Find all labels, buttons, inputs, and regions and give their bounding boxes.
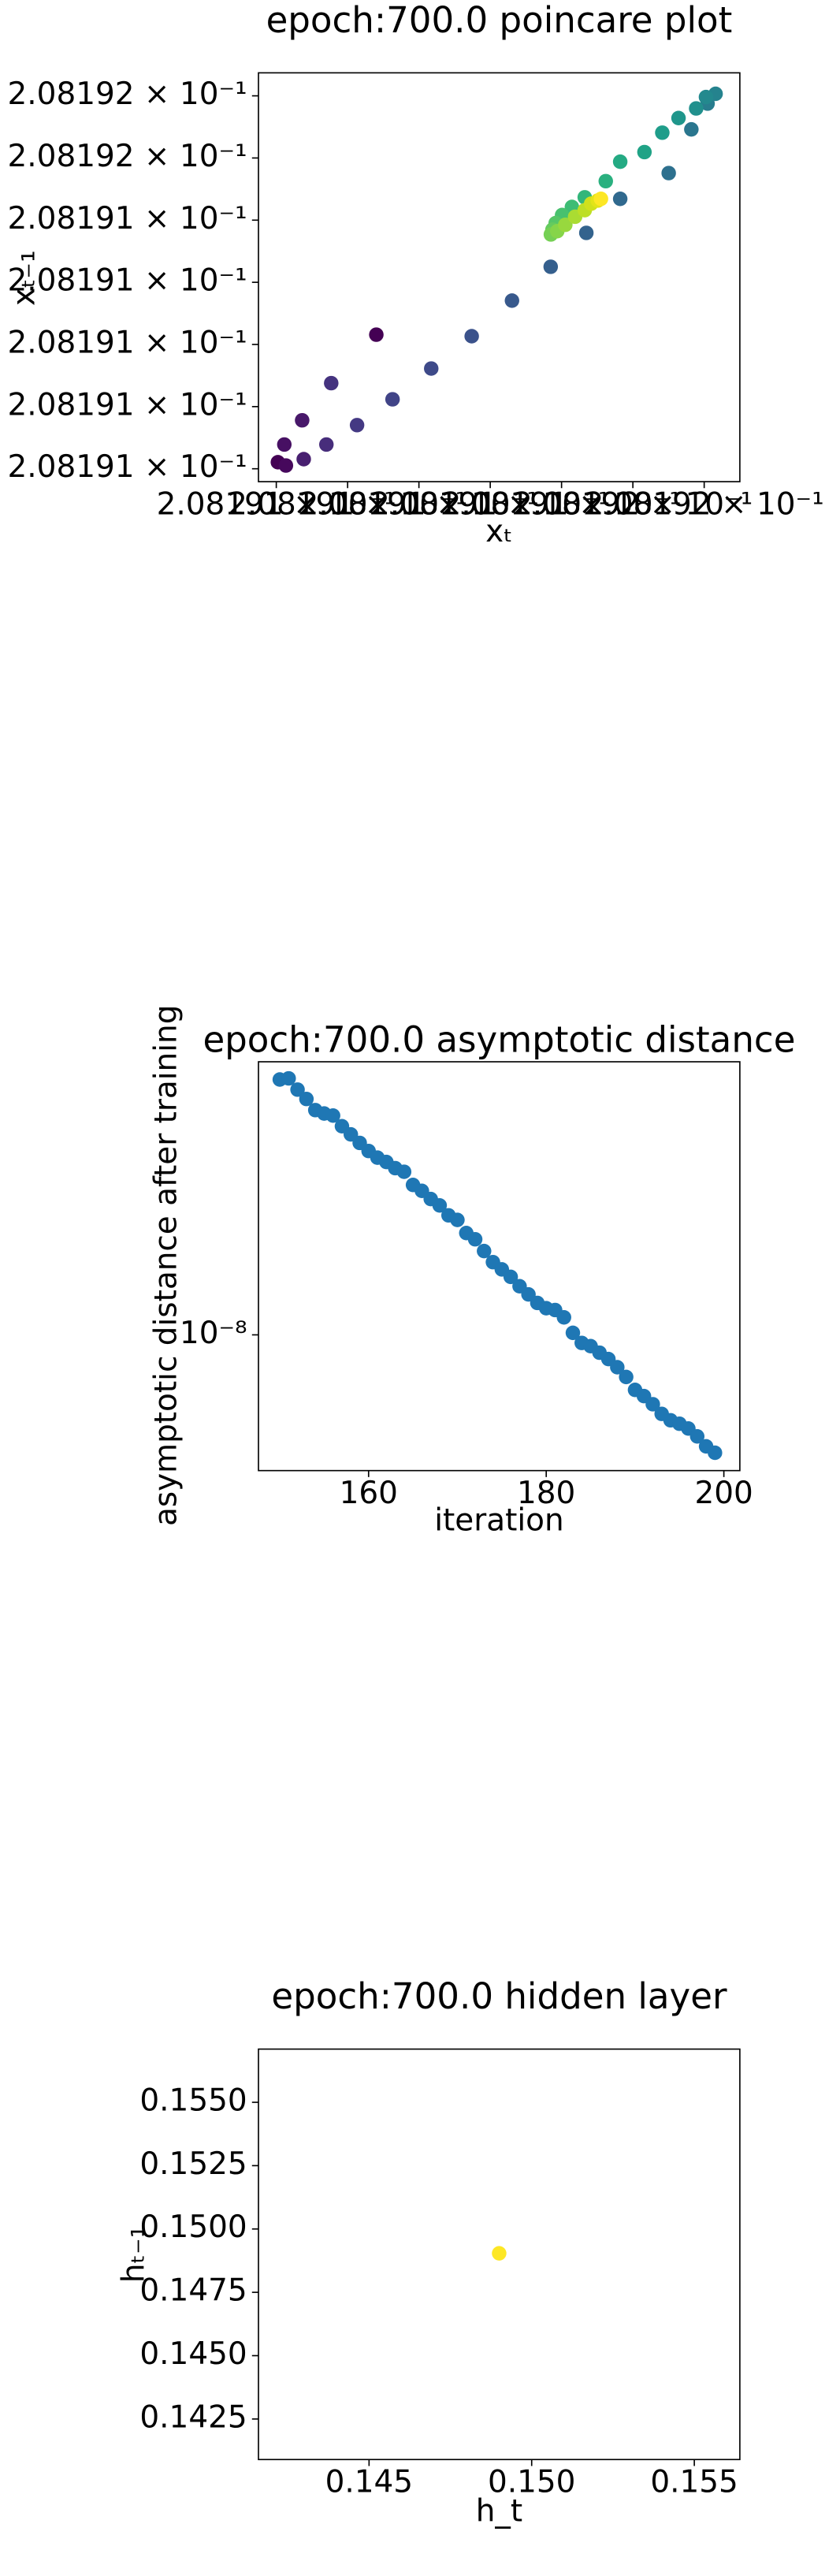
y-tick-label: 2.08192 × 10⁻¹ xyxy=(8,139,247,174)
point xyxy=(612,192,628,207)
point xyxy=(645,1397,660,1412)
point xyxy=(424,361,439,376)
x-tick-label: 2.08192 × 10⁻¹ xyxy=(513,486,753,522)
x-tick-label: 2.08191 × 10⁻¹ xyxy=(157,486,396,522)
point xyxy=(290,1082,305,1097)
x-tick-label: 180 xyxy=(517,1476,575,1511)
point xyxy=(396,1164,412,1179)
point xyxy=(503,1269,518,1285)
point xyxy=(698,89,714,105)
point xyxy=(281,1070,296,1086)
point xyxy=(477,1243,492,1259)
point xyxy=(467,1231,483,1247)
point xyxy=(689,1429,705,1444)
point xyxy=(349,418,365,433)
plot-frame xyxy=(258,2048,741,2461)
y-tick-label: 2.08191 × 10⁻¹ xyxy=(8,449,247,485)
y-axis-label: asymptotic distance after training xyxy=(149,1005,184,1527)
point xyxy=(450,1212,465,1227)
plot-frame xyxy=(258,72,741,482)
y-tick-label: 0.1475 xyxy=(139,2273,247,2309)
point xyxy=(278,458,294,473)
x-tick-label: 200 xyxy=(694,1476,753,1511)
y-tick-label: 2.08191 × 10⁻¹ xyxy=(8,325,247,360)
plot-frame xyxy=(258,1061,741,1472)
point xyxy=(684,121,699,137)
x-axis-label: iteration xyxy=(434,1503,564,1539)
chart-title: epoch:700.0 asymptotic distance xyxy=(203,1018,795,1060)
point xyxy=(598,173,613,189)
y-tick-label: 0.1525 xyxy=(139,2146,247,2182)
x-axis-label: h_t xyxy=(476,2493,522,2529)
point xyxy=(296,452,311,467)
x-tick-label: 2.08191 × 10⁻¹ xyxy=(442,486,682,522)
y-tick-label: 2.08192 × 10⁻¹ xyxy=(8,76,247,112)
x-tick-label: 0.145 xyxy=(325,2464,413,2500)
x-tick-label: 2.08192 × 10⁻¹ xyxy=(585,486,824,522)
point xyxy=(543,259,559,274)
point xyxy=(612,154,628,169)
y-tick-label: 0.1450 xyxy=(139,2336,247,2372)
point xyxy=(385,392,400,407)
x-tick-label: 2.08191 × 10⁻¹ xyxy=(299,486,539,522)
point xyxy=(324,375,339,391)
y-tick-label: 0.1425 xyxy=(139,2399,247,2435)
point xyxy=(593,192,608,207)
point xyxy=(369,327,384,342)
point xyxy=(619,1369,634,1385)
x-tick-label: 0.150 xyxy=(488,2464,575,2500)
point xyxy=(655,125,670,140)
point xyxy=(492,2246,507,2261)
chart-title: epoch:700.0 hidden layer xyxy=(271,1975,727,2017)
x-tick-label: 2.08191 × 10⁻¹ xyxy=(228,486,467,522)
y-tick-label: 2.08191 × 10⁻¹ xyxy=(8,387,247,423)
y-axis-label: xₜ₋₁ xyxy=(6,250,42,306)
point xyxy=(464,329,479,344)
point xyxy=(558,217,573,233)
point xyxy=(432,1197,448,1213)
point xyxy=(661,166,676,181)
point xyxy=(325,1108,340,1123)
y-tick-label: 2.08191 × 10⁻¹ xyxy=(8,263,247,299)
point xyxy=(318,437,334,452)
y-tick-label: 10⁻⁸ xyxy=(180,1316,247,1351)
point xyxy=(299,1091,314,1107)
point xyxy=(504,293,519,308)
x-axis-label: xₜ xyxy=(485,514,513,549)
point xyxy=(578,225,594,240)
x-tick-label: 160 xyxy=(340,1476,398,1511)
point xyxy=(637,144,652,160)
chart-title: epoch:700.0 poincare plot xyxy=(266,0,733,41)
x-tick-label: 2.08191 × 10⁻¹ xyxy=(370,486,610,522)
x-tick-label: 0.155 xyxy=(650,2464,738,2500)
point xyxy=(295,412,310,428)
y-tick-label: 0.1500 xyxy=(139,2209,247,2245)
point xyxy=(671,110,686,125)
point xyxy=(277,437,292,452)
y-tick-label: 0.1550 xyxy=(139,2083,247,2119)
point xyxy=(708,1445,723,1461)
point xyxy=(565,1325,581,1341)
y-tick-label: 2.08191 × 10⁻¹ xyxy=(8,201,247,236)
point xyxy=(556,1309,571,1325)
point xyxy=(689,101,704,116)
y-axis-label: hₜ₋₁ xyxy=(117,2226,152,2283)
point xyxy=(610,1360,625,1375)
